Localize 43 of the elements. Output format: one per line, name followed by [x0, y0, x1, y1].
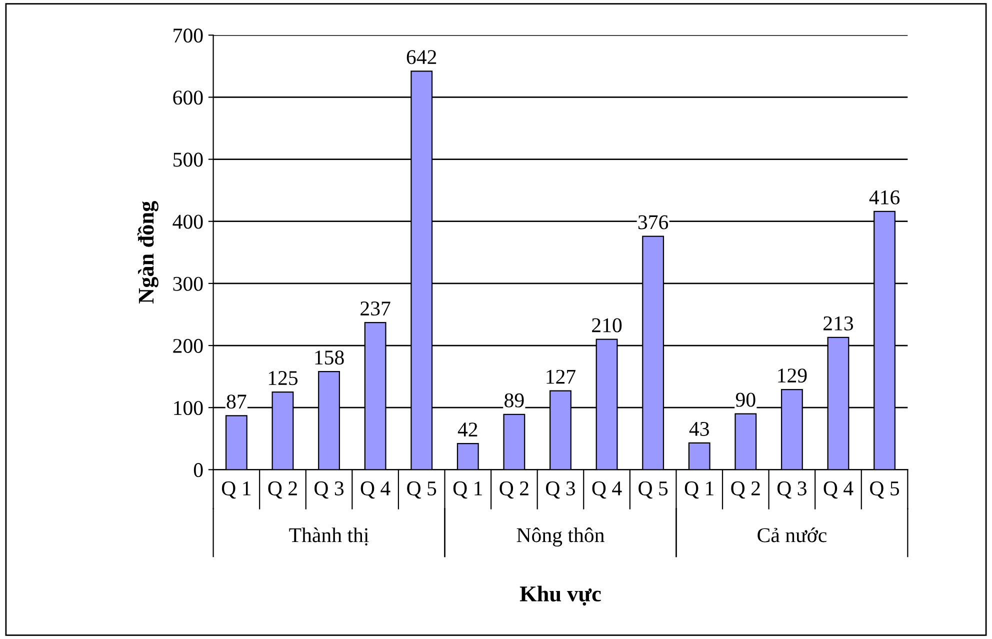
y-tick-label: 400 — [172, 214, 203, 229]
y-tick-label: 600 — [173, 90, 203, 105]
data-label: 89 — [504, 393, 524, 408]
x-tick-label: Q 5 — [638, 481, 668, 499]
x-tick-label: Q 4 — [824, 481, 854, 499]
x-tick-label: Q 2 — [500, 481, 528, 499]
x-tick-label: Q 1 — [222, 481, 251, 499]
data-label: 125 — [268, 371, 298, 386]
x-tick-label: Q 3 — [314, 481, 344, 499]
data-label: 416 — [869, 190, 900, 204]
x-tick-label: Q 2 — [268, 481, 297, 499]
text: Thành thị — [289, 528, 369, 546]
x-tick-label: Q 2 — [731, 481, 760, 499]
x-tick-label: Q 1 — [684, 481, 714, 499]
data-label: 129 — [778, 368, 807, 383]
y-tick-label: 0 — [194, 463, 203, 478]
text: Cả nước — [758, 528, 826, 542]
x-axis-title: Khu vực — [520, 586, 601, 606]
x-tick-label: Q 1 — [453, 481, 482, 499]
text: Nông thôn — [516, 528, 604, 547]
y-tick-label: 100 — [174, 400, 203, 416]
y-axis-title: Ngàn đồng — [137, 201, 158, 304]
x-tick-label: Q 4 — [592, 481, 622, 499]
data-label: 210 — [592, 318, 622, 332]
x-tick-label: Q 5 — [870, 481, 900, 499]
data-label: 127 — [546, 370, 576, 384]
y-tick-label: 700 — [174, 28, 203, 43]
data-label: 90 — [736, 392, 756, 407]
x-tick-label: Q 3 — [777, 481, 806, 499]
x-tick-label: Q 3 — [546, 481, 575, 499]
y-tick-label: 500 — [174, 152, 203, 167]
data-label: 237 — [360, 302, 390, 316]
y-tick-label: 200 — [173, 338, 203, 353]
data-label: 213 — [824, 316, 854, 330]
data-label: 376 — [638, 215, 668, 230]
y-tick-label: 300 — [173, 276, 203, 291]
x-tick-label: Q 4 — [360, 481, 390, 499]
data-label: 158 — [315, 350, 344, 365]
data-label: 43 — [689, 422, 709, 436]
data-label: 642 — [406, 50, 436, 64]
data-label: 87 — [226, 394, 246, 409]
data-label: 42 — [458, 422, 478, 436]
x-tick-label: Q 5 — [407, 481, 436, 499]
